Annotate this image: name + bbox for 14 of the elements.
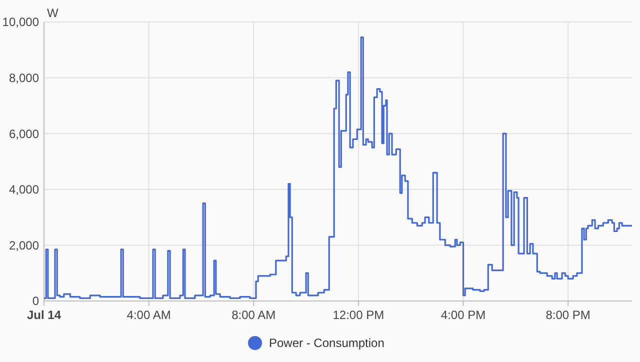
x-tick-label: 8:00 AM: [232, 308, 276, 322]
legend-label: Power - Consumption: [269, 336, 384, 350]
x-tick-label: 4:00 AM: [126, 308, 171, 322]
x-tick-label: 4:00 PM: [440, 308, 486, 322]
x-tick-label: 12:00 PM: [332, 308, 384, 322]
y-tick-label: 10,000: [2, 15, 40, 30]
y-tick-label: 6,000: [8, 126, 40, 141]
y-tick-label: 0: [32, 294, 40, 308]
x-tick-label: 8:00 PM: [546, 308, 590, 322]
y-axis-title: W: [47, 6, 59, 20]
x-tick-label: Jul 14: [26, 308, 62, 322]
y-tick-label: 2,000: [8, 238, 40, 252]
y-tick-label: 4,000: [8, 182, 40, 197]
y-tick-label: 8,000: [8, 71, 40, 85]
